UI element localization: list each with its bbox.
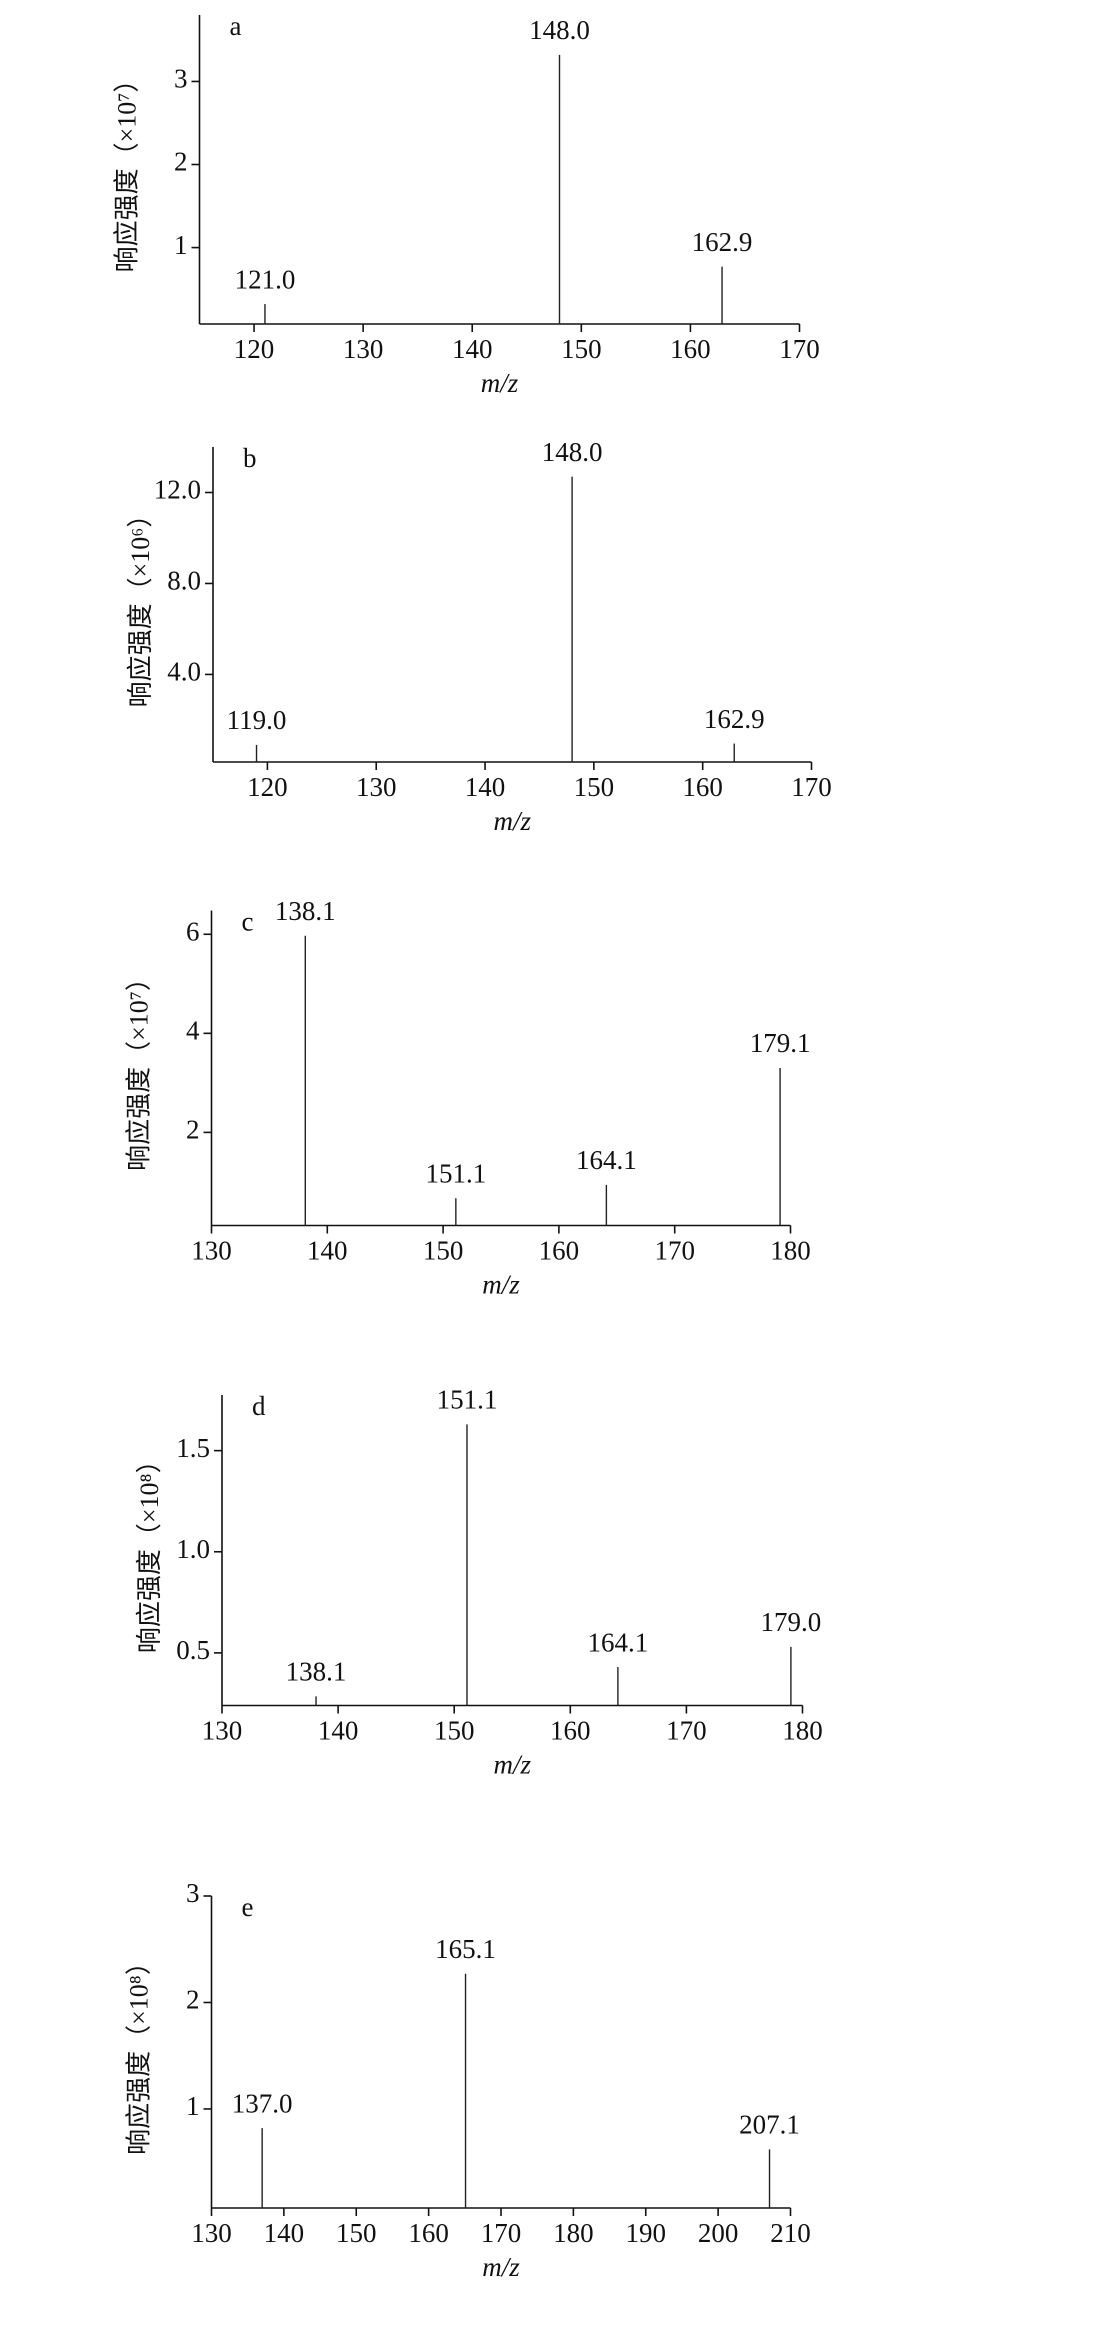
x-tick-label: 160 bbox=[682, 772, 723, 802]
panel-label: e bbox=[242, 1892, 254, 1922]
peak-label: 151.1 bbox=[425, 1158, 486, 1188]
peak-label: 164.1 bbox=[588, 1627, 649, 1657]
panel-label: c bbox=[242, 907, 254, 937]
x-axis-label: m/z bbox=[482, 2252, 520, 2282]
x-axis-label: m/z bbox=[482, 1270, 520, 1300]
x-axis-label: m/z bbox=[493, 806, 531, 836]
x-tick-label: 160 bbox=[539, 1236, 580, 1266]
x-tick-label: 130 bbox=[191, 1236, 232, 1266]
x-tick-label: 140 bbox=[264, 2218, 305, 2248]
y-axis-label: 响应强度（×10⁷） bbox=[112, 67, 141, 273]
y-tick-label: 1.5 bbox=[176, 1433, 210, 1463]
x-tick-label: 170 bbox=[654, 1236, 695, 1266]
x-tick-label: 180 bbox=[770, 1236, 811, 1266]
y-tick-label: 12.0 bbox=[154, 475, 201, 505]
peak-label: 138.1 bbox=[286, 1657, 347, 1687]
y-axis-label: 响应强度（×10⁸） bbox=[124, 1949, 153, 2155]
peak-label: 138.1 bbox=[275, 896, 336, 926]
x-tick-label: 180 bbox=[782, 1716, 823, 1746]
peak-label: 137.0 bbox=[232, 2088, 293, 2118]
y-tick-label: 2 bbox=[186, 1985, 200, 2015]
x-tick-label: 130 bbox=[191, 2218, 232, 2248]
y-axis-label: 响应强度（×10⁷） bbox=[124, 965, 153, 1171]
peak-label: 162.9 bbox=[692, 227, 753, 257]
peak-label: 119.0 bbox=[227, 705, 287, 735]
x-tick-label: 190 bbox=[626, 2218, 667, 2248]
y-tick-label: 2 bbox=[186, 1115, 200, 1145]
y-tick-label: 3 bbox=[186, 1878, 200, 1908]
x-tick-label: 130 bbox=[343, 334, 384, 364]
y-tick-label: 0.5 bbox=[176, 1635, 210, 1665]
peak-label: 148.0 bbox=[542, 437, 603, 467]
panel-label: d bbox=[252, 1391, 266, 1421]
y-tick-label: 4.0 bbox=[167, 657, 201, 687]
peak-label: 148.0 bbox=[529, 15, 590, 45]
x-tick-label: 160 bbox=[670, 334, 711, 364]
x-tick-label: 120 bbox=[234, 334, 275, 364]
x-axis-label: m/z bbox=[481, 368, 519, 398]
x-tick-label: 170 bbox=[666, 1716, 707, 1746]
peak-label: 162.9 bbox=[704, 704, 765, 734]
x-tick-label: 170 bbox=[791, 772, 832, 802]
panel-label: a bbox=[230, 11, 242, 41]
y-tick-label: 3 bbox=[174, 64, 188, 94]
x-tick-label: 150 bbox=[434, 1716, 475, 1746]
peak-label: 121.0 bbox=[235, 264, 296, 294]
peak-label: 165.1 bbox=[435, 1934, 496, 1964]
x-tick-label: 170 bbox=[779, 334, 820, 364]
x-tick-label: 150 bbox=[574, 772, 615, 802]
x-tick-label: 210 bbox=[770, 2218, 811, 2248]
y-tick-label: 1 bbox=[186, 2091, 200, 2121]
panel-label: b bbox=[243, 443, 257, 473]
x-tick-label: 200 bbox=[698, 2218, 739, 2248]
x-tick-label: 180 bbox=[553, 2218, 594, 2248]
x-tick-label: 160 bbox=[408, 2218, 449, 2248]
x-tick-label: 150 bbox=[336, 2218, 377, 2248]
x-tick-label: 130 bbox=[202, 1716, 243, 1746]
y-axis-label: 响应强度（×10⁸） bbox=[135, 1447, 164, 1653]
x-tick-label: 150 bbox=[561, 334, 602, 364]
peak-label: 151.1 bbox=[437, 1385, 498, 1415]
peak-label: 207.1 bbox=[739, 2110, 800, 2140]
y-tick-label: 4 bbox=[186, 1016, 200, 1046]
x-tick-label: 120 bbox=[247, 772, 288, 802]
x-tick-label: 140 bbox=[318, 1716, 359, 1746]
y-tick-label: 2 bbox=[174, 147, 188, 177]
x-axis-label: m/z bbox=[493, 1750, 531, 1780]
y-tick-label: 6 bbox=[186, 916, 200, 946]
y-tick-label: 1.0 bbox=[176, 1534, 210, 1564]
x-tick-label: 150 bbox=[423, 1236, 464, 1266]
peak-label: 164.1 bbox=[576, 1145, 637, 1175]
x-tick-label: 170 bbox=[481, 2218, 522, 2248]
x-tick-label: 140 bbox=[307, 1236, 348, 1266]
x-tick-label: 160 bbox=[550, 1716, 591, 1746]
y-tick-label: 1 bbox=[174, 230, 188, 260]
x-tick-label: 130 bbox=[356, 772, 397, 802]
x-tick-label: 140 bbox=[452, 334, 493, 364]
y-tick-label: 8.0 bbox=[167, 566, 201, 596]
x-tick-label: 140 bbox=[465, 772, 506, 802]
y-axis-label: 响应强度（×10⁶） bbox=[126, 502, 155, 708]
peak-label: 179.0 bbox=[761, 1607, 822, 1637]
peak-label: 179.1 bbox=[750, 1028, 811, 1058]
